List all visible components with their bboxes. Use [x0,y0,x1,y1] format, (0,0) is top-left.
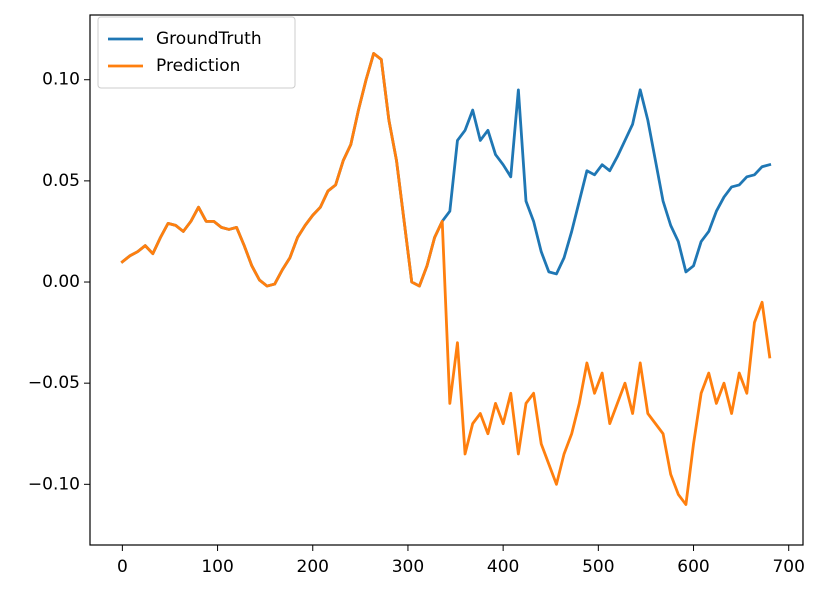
y-tick-label: 0.10 [42,70,80,90]
x-tick-label: 200 [297,557,329,577]
x-tick-label: 0 [117,557,128,577]
x-tick-label: 700 [772,557,804,577]
y-tick-label: −0.05 [28,373,80,393]
x-tick-label: 400 [487,557,519,577]
y-tick-label: 0.00 [42,272,80,292]
legend: GroundTruth Prediction [97,16,296,89]
legend-label: Prediction [156,56,240,76]
legend-label: GroundTruth [156,29,262,49]
x-tick-label: 300 [392,557,424,577]
plot-frame [89,14,804,546]
y-tick-label: 0.05 [42,171,80,191]
series-line [120,52,772,506]
legend-box [97,16,296,89]
x-tick-label: 600 [677,557,709,577]
y-tick-label: −0.10 [28,474,80,494]
x-tick-label: 100 [201,557,233,577]
x-tick-label: 500 [582,557,614,577]
